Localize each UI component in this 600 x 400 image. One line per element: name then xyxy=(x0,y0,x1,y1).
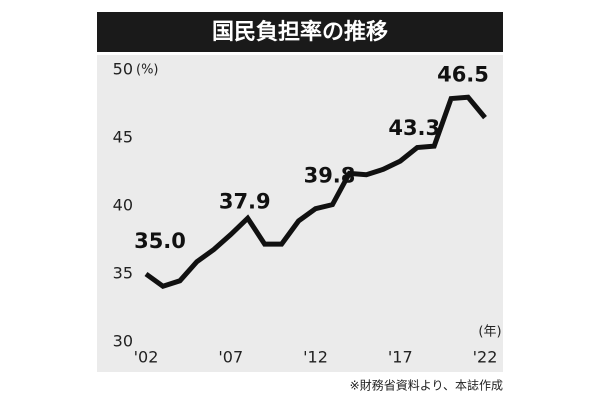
plot-background xyxy=(97,55,503,372)
y-tick-label: 50 xyxy=(113,60,133,79)
x-tick-label: '07 xyxy=(218,348,243,367)
data-label: 35.0 xyxy=(134,229,186,253)
x-unit: (年) xyxy=(478,325,501,340)
x-tick-label: '02 xyxy=(134,348,159,367)
title-banner xyxy=(97,12,503,52)
data-label: 39.8 xyxy=(304,164,356,188)
y-tick-label: 40 xyxy=(113,196,133,215)
y-unit: (%) xyxy=(136,63,159,78)
x-tick-label: '17 xyxy=(388,348,413,367)
x-tick-label: '22 xyxy=(473,348,498,367)
data-label: 46.5 xyxy=(437,63,489,87)
source-note: ※財務省資料より、本誌作成 xyxy=(350,378,503,393)
x-tick-label: '12 xyxy=(303,348,328,367)
line-series xyxy=(144,94,487,290)
y-tick-label: 30 xyxy=(113,332,133,351)
y-tick-label: 35 xyxy=(113,264,133,283)
y-tick-label: 45 xyxy=(113,128,133,147)
data-label: 37.9 xyxy=(219,190,271,214)
data-label: 43.3 xyxy=(388,116,440,140)
chart-title: 国民負担率の推移 xyxy=(212,19,388,45)
